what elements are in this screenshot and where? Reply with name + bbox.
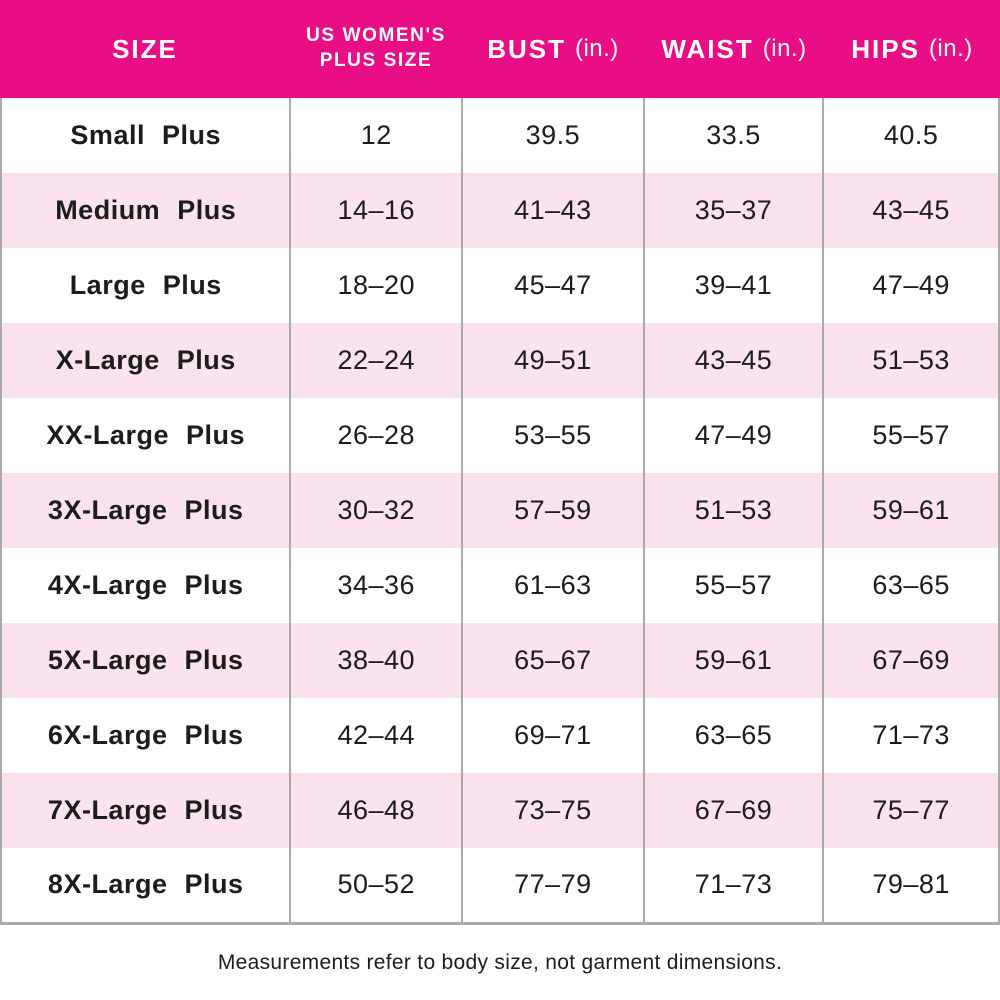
cell-size-name: Medium Plus: [55, 195, 237, 225]
cell-hips: 67–69: [822, 623, 999, 698]
column-header-waist-unit: (in.): [762, 35, 807, 62]
column-header-size: SIZE: [0, 0, 290, 98]
size-table-body: Small Plus 12 39.5 33.5 40.5 Medium Plus 14–16…: [1, 98, 999, 923]
cell-waist: 35–37: [642, 173, 824, 248]
table-row: 3X-Large Plus 30–32 57–59 51–53 59–61: [1, 473, 999, 548]
cell-hips: 75–77: [822, 773, 999, 848]
cell-bust: 57–59: [461, 473, 644, 548]
size-chart: SIZE US WOMEN'S PLUS SIZE BUST (in.) WAI…: [0, 0, 1000, 974]
column-header-hips: HIPS (in.): [824, 0, 1000, 98]
cell-size-name: 4X-Large Plus: [47, 570, 244, 600]
cell-waist: 43–45: [642, 323, 824, 398]
cell-waist: 59–61: [642, 623, 824, 698]
cell-hips: 55–57: [822, 398, 999, 473]
cell-hips: 47–49: [822, 248, 999, 323]
table-row: Small Plus 12 39.5 33.5 40.5: [1, 98, 999, 173]
cell-size-name: X-Large Plus: [55, 345, 236, 375]
column-header-waist: WAIST (in.): [644, 0, 824, 98]
cell-size-name: 3X-Large Plus: [47, 495, 244, 525]
footnote: Measurements refer to body size, not gar…: [217, 950, 783, 974]
cell-waist: 71–73: [642, 848, 824, 923]
column-header-us-plus-line2: PLUS SIZE: [319, 50, 433, 71]
cell-bust: 61–63: [461, 548, 644, 623]
cell-waist: 39–41: [642, 248, 824, 323]
cell-hips: 63–65: [822, 548, 999, 623]
cell-hips: 71–73: [822, 698, 999, 773]
cell-us-plus-size: 30–32: [289, 473, 463, 548]
column-header-hips-label: HIPS: [851, 33, 920, 64]
size-table: Small Plus 12 39.5 33.5 40.5 Medium Plus 14–16…: [0, 98, 1000, 925]
cell-us-plus-size: 42–44: [289, 698, 463, 773]
table-row: 8X-Large Plus 50–52 77–79 71–73 79–81: [1, 848, 999, 923]
table-row: 6X-Large Plus 42–44 69–71 63–65 71–73: [1, 698, 999, 773]
table-row: 5X-Large Plus 38–40 65–67 59–61 67–69: [1, 623, 999, 698]
cell-waist: 55–57: [642, 548, 824, 623]
cell-us-plus-size: 14–16: [289, 173, 463, 248]
table-row: 4X-Large Plus 34–36 61–63 55–57 63–65: [1, 548, 999, 623]
table-row: Large Plus 18–20 45–47 39–41 47–49: [1, 248, 999, 323]
cell-us-plus-size: 12: [289, 98, 463, 173]
table-header-row: SIZE US WOMEN'S PLUS SIZE BUST (in.) WAI…: [0, 0, 1000, 98]
cell-us-plus-size: 50–52: [289, 848, 463, 923]
cell-us-plus-size: 22–24: [289, 323, 463, 398]
cell-bust: 41–43: [461, 173, 644, 248]
cell-bust: 73–75: [461, 773, 644, 848]
table-row: 7X-Large Plus 46–48 73–75 67–69 75–77: [1, 773, 999, 848]
cell-us-plus-size: 34–36: [289, 548, 463, 623]
table-row: XX-Large Plus 26–28 53–55 47–49 55–57: [1, 398, 999, 473]
cell-size-name: 5X-Large Plus: [47, 645, 244, 675]
cell-hips: 43–45: [822, 173, 999, 248]
cell-waist: 63–65: [642, 698, 824, 773]
cell-us-plus-size: 18–20: [289, 248, 463, 323]
column-header-us-plus-line1: US WOMEN'S: [306, 25, 446, 47]
cell-us-plus-size: 38–40: [289, 623, 463, 698]
cell-size-name: XX-Large Plus: [46, 420, 245, 450]
column-header-bust-unit: (in.): [574, 35, 619, 62]
column-header-bust-label: BUST: [487, 33, 566, 64]
cell-bust: 69–71: [461, 698, 644, 773]
cell-us-plus-size: 26–28: [289, 398, 463, 473]
cell-hips: 40.5: [822, 98, 999, 173]
cell-size-name: Large Plus: [69, 270, 222, 300]
cell-waist: 47–49: [642, 398, 824, 473]
column-header-us-plus-size: US WOMEN'S PLUS SIZE: [290, 0, 462, 98]
cell-waist: 33.5: [642, 98, 824, 173]
table-row: X-Large Plus 22–24 49–51 43–45 51–53: [1, 323, 999, 398]
cell-size-name: 6X-Large Plus: [47, 720, 244, 750]
cell-size-name: 8X-Large Plus: [47, 869, 244, 900]
cell-hips: 51–53: [822, 323, 999, 398]
column-header-waist-label: WAIST: [661, 33, 754, 64]
cell-waist: 67–69: [642, 773, 824, 848]
column-header-size-label: SIZE: [112, 33, 178, 64]
cell-waist: 51–53: [642, 473, 824, 548]
table-row: Medium Plus 14–16 41–43 35–37 43–45: [1, 173, 999, 248]
cell-bust: 77–79: [461, 848, 644, 923]
cell-hips: 79–81: [822, 848, 999, 923]
column-header-hips-unit: (in.): [928, 35, 973, 62]
cell-hips: 59–61: [822, 473, 999, 548]
cell-size-name: Small Plus: [70, 120, 221, 150]
cell-bust: 45–47: [461, 248, 644, 323]
cell-bust: 53–55: [461, 398, 644, 473]
column-header-bust: BUST (in.): [462, 0, 644, 98]
cell-bust: 49–51: [461, 323, 644, 398]
cell-us-plus-size: 46–48: [289, 773, 463, 848]
cell-bust: 39.5: [461, 98, 644, 173]
cell-size-name: 7X-Large Plus: [47, 795, 244, 825]
cell-bust: 65–67: [461, 623, 644, 698]
